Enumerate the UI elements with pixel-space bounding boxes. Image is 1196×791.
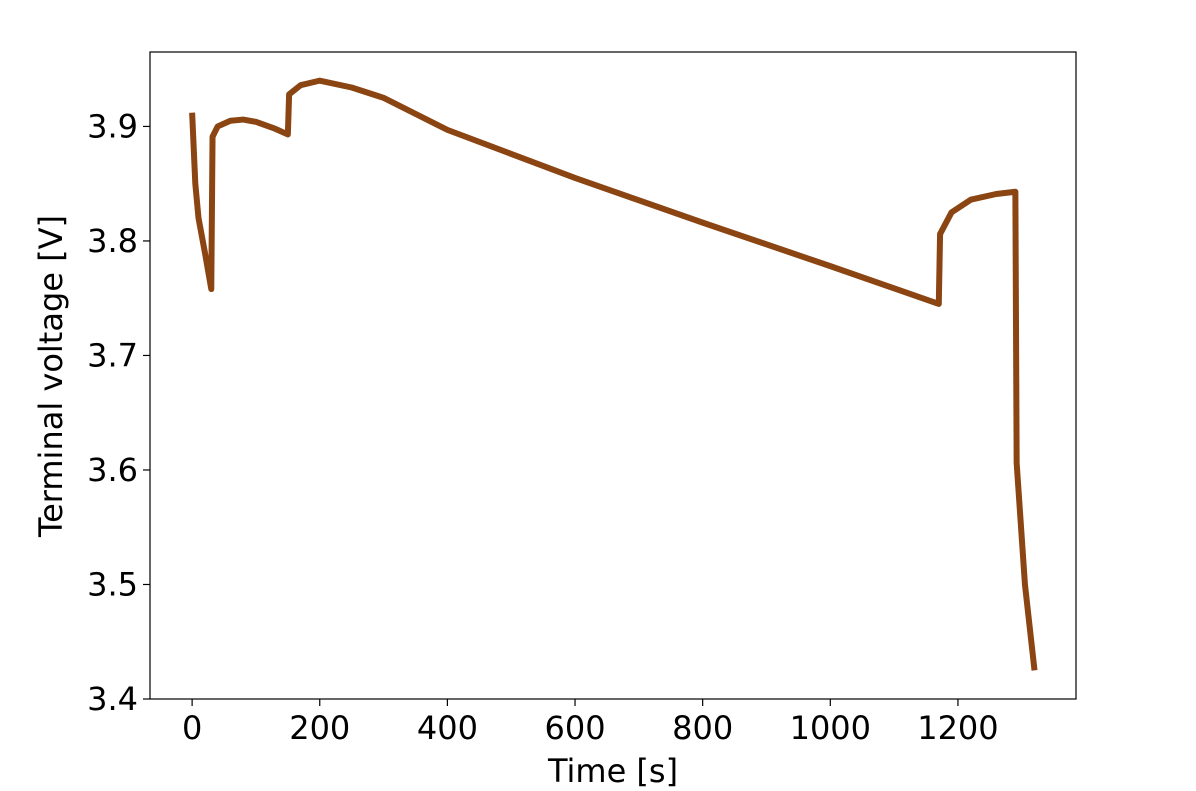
- y-tick-label: 3.5: [87, 565, 138, 603]
- x-axis-label: Time [s]: [547, 752, 678, 790]
- y-tick-label: 3.6: [87, 451, 138, 489]
- x-tick-label: 1000: [790, 709, 871, 747]
- y-tick-label: 3.7: [87, 336, 138, 374]
- y-tick-label: 3.4: [87, 680, 138, 718]
- x-tick-label: 600: [544, 709, 605, 747]
- y-tick-label: 3.9: [87, 107, 138, 145]
- x-tick-label: 400: [417, 709, 478, 747]
- plot-frame: [149, 51, 1077, 700]
- x-tick-label: 800: [672, 709, 733, 747]
- x-tick-label: 1200: [917, 709, 998, 747]
- x-tick-label: 200: [289, 709, 350, 747]
- y-tick-label: 3.8: [87, 222, 138, 260]
- data-line: [189, 77, 1038, 671]
- x-tick-label: 0: [182, 709, 202, 747]
- y-axis-label: Terminal voltage [V]: [32, 215, 70, 538]
